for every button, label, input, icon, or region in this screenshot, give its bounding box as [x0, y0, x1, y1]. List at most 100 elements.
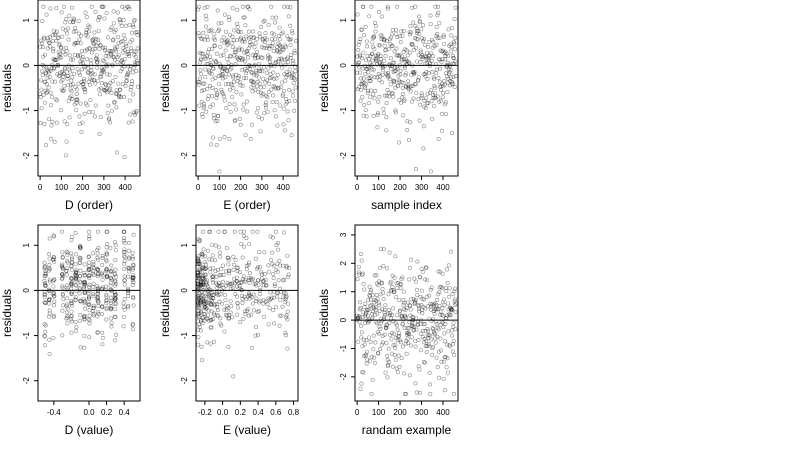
data-point	[212, 37, 217, 42]
data-point	[122, 259, 127, 264]
data-point	[369, 317, 374, 322]
data-point	[225, 41, 230, 46]
data-point	[95, 309, 100, 314]
data-point	[99, 66, 104, 71]
data-point	[215, 286, 220, 291]
data-point	[437, 99, 442, 104]
data-point	[207, 293, 212, 298]
data-point	[261, 19, 266, 24]
data-point	[271, 308, 276, 313]
data-point	[366, 307, 371, 312]
data-point	[375, 311, 380, 316]
data-point	[222, 329, 227, 334]
data-point	[130, 267, 135, 272]
data-point	[198, 36, 203, 41]
data-point	[395, 285, 400, 290]
data-point	[86, 79, 91, 84]
data-point	[441, 376, 446, 381]
data-point	[431, 92, 436, 97]
data-point	[214, 281, 219, 286]
data-point	[201, 298, 206, 303]
data-point	[60, 255, 65, 260]
data-point	[254, 73, 259, 78]
x-tick-label: 200	[393, 183, 407, 192]
data-point	[256, 115, 261, 120]
data-point	[45, 89, 50, 94]
data-point	[90, 38, 95, 43]
data-point	[201, 297, 206, 302]
y-tick-label: 1	[180, 18, 189, 23]
data-point	[263, 80, 268, 85]
data-point	[60, 272, 65, 277]
data-point	[131, 266, 136, 271]
data-point	[260, 69, 265, 74]
data-point	[207, 318, 212, 323]
data-point	[201, 280, 206, 285]
data-point	[225, 280, 230, 285]
data-point	[99, 71, 104, 76]
data-point	[204, 306, 209, 311]
data-point	[126, 294, 131, 299]
data-point	[104, 317, 109, 322]
data-point	[207, 69, 212, 74]
data-point	[252, 72, 257, 77]
data-point	[376, 99, 381, 104]
data-point	[446, 301, 451, 306]
data-point	[361, 76, 366, 81]
data-point	[78, 299, 83, 304]
data-point	[82, 333, 87, 338]
data-point	[201, 294, 206, 299]
data-point	[113, 301, 118, 306]
data-point	[46, 265, 51, 270]
data-point	[214, 51, 219, 56]
data-point	[203, 67, 208, 72]
data-point	[231, 374, 236, 379]
data-point	[69, 263, 74, 268]
data-point	[119, 23, 124, 28]
y-tick-label: -1	[180, 106, 189, 114]
data-point	[278, 103, 283, 108]
data-point	[124, 78, 129, 83]
data-point	[399, 57, 404, 62]
data-point	[363, 71, 368, 76]
y-tick-label: 1	[339, 289, 348, 294]
data-point	[88, 72, 93, 77]
data-point	[238, 320, 243, 325]
data-point	[122, 229, 127, 234]
data-point	[248, 276, 253, 281]
data-point	[112, 297, 117, 302]
data-point	[250, 79, 255, 84]
data-point	[87, 313, 92, 318]
data-point	[439, 49, 444, 54]
data-point	[452, 352, 457, 357]
data-point	[392, 352, 397, 357]
data-point	[222, 98, 227, 103]
data-point	[393, 254, 398, 259]
data-point	[382, 317, 387, 322]
data-point	[216, 21, 221, 26]
data-point	[276, 278, 281, 283]
data-point	[418, 50, 423, 55]
data-point	[135, 30, 140, 35]
data-point	[258, 265, 263, 270]
data-point	[396, 334, 401, 339]
data-point	[247, 242, 252, 247]
data-point	[258, 291, 263, 296]
data-point	[209, 291, 214, 296]
data-point	[442, 102, 447, 107]
data-point	[370, 58, 375, 63]
data-point	[122, 307, 127, 312]
data-point	[284, 56, 289, 61]
data-point	[244, 76, 249, 81]
data-point	[109, 316, 114, 321]
data-point	[109, 49, 114, 54]
data-point	[276, 240, 281, 245]
data-point	[108, 283, 113, 288]
data-point	[283, 333, 288, 338]
data-point	[426, 336, 431, 341]
data-point	[87, 284, 92, 289]
data-point	[105, 229, 110, 234]
data-point	[82, 313, 87, 318]
data-point	[227, 268, 232, 273]
